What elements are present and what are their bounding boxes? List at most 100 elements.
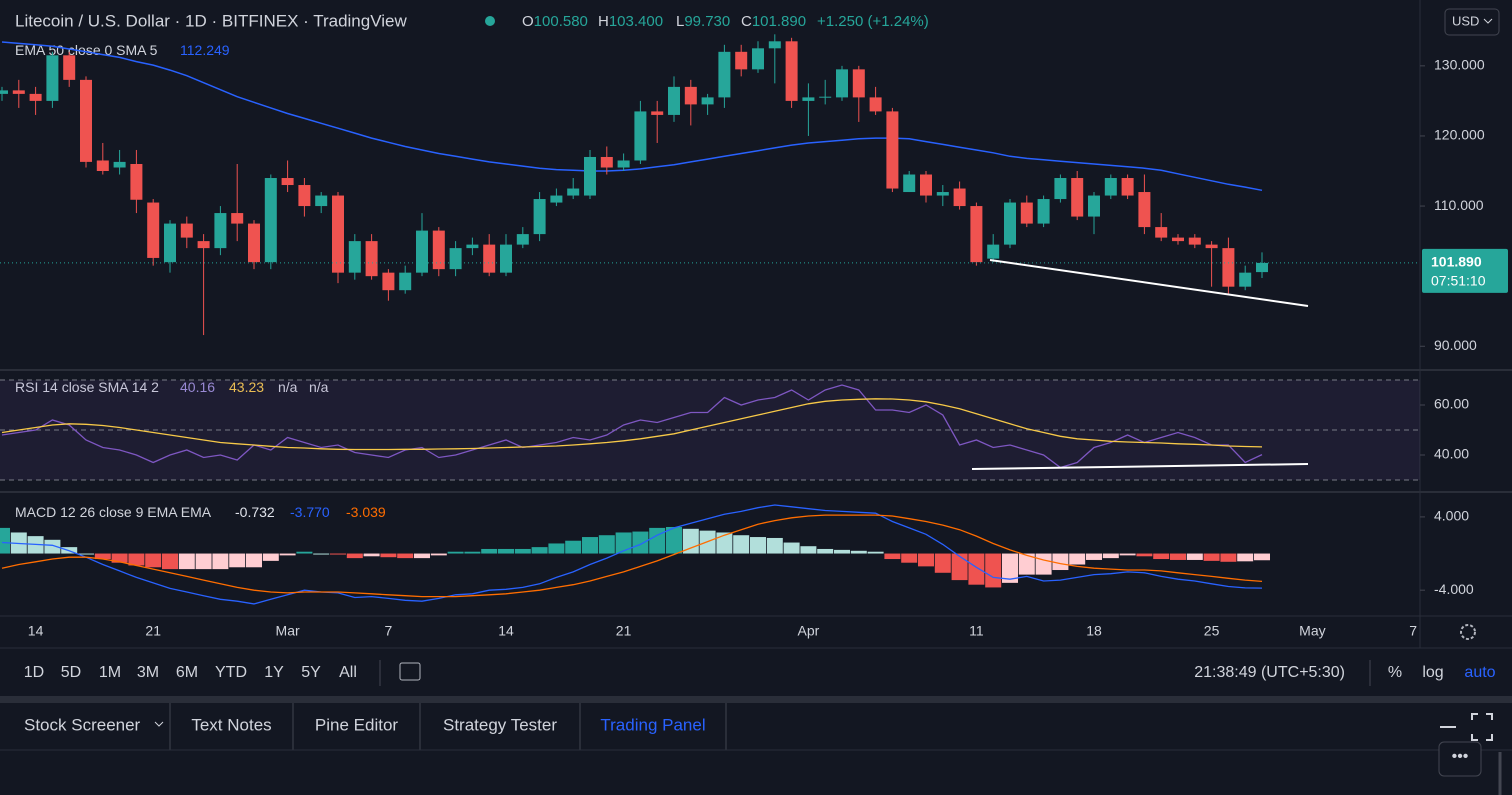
range-button[interactable]: 5D (61, 664, 81, 681)
histogram-bar (1002, 553, 1018, 583)
histogram-bar (716, 532, 733, 554)
y-tick-label: 40.00 (1434, 446, 1469, 462)
histogram-bar (901, 553, 918, 563)
histogram-bar (464, 551, 481, 554)
line-series (1, 504, 1263, 605)
histogram-bar (212, 553, 229, 570)
histogram-bar (1136, 553, 1153, 557)
price-tag-label: 101.890 (1431, 254, 1482, 270)
candle-body (248, 223, 260, 263)
candle-body (903, 174, 916, 193)
candle-body (332, 195, 344, 273)
candle-body (953, 188, 966, 207)
candle-body (1239, 272, 1252, 287)
settings-icon[interactable] (1460, 624, 1476, 640)
x-tick-label: 7 (385, 623, 393, 639)
candle-body (701, 97, 714, 105)
more-icon[interactable]: ••• (1452, 748, 1469, 765)
candle-body (1155, 227, 1168, 238)
histogram-bar (834, 549, 850, 554)
candle-body (96, 160, 109, 172)
candle-body (668, 86, 680, 115)
histogram-bar (111, 553, 128, 563)
candle-body (12, 90, 25, 94)
histogram-bar (313, 553, 330, 555)
y-tick-label: 110.000 (1434, 197, 1484, 213)
chevron (1483, 18, 1493, 24)
option[interactable]: log (1422, 664, 1443, 681)
histogram-bar (548, 543, 565, 554)
tab[interactable]: Trading Panel (600, 715, 705, 734)
x-tick-label: 7 (1409, 623, 1417, 639)
range-button[interactable]: 3M (137, 664, 159, 681)
tab[interactable]: Strategy Tester (443, 715, 557, 734)
histogram-bar (934, 553, 951, 573)
histogram-bar (162, 553, 178, 570)
candle-body (298, 185, 311, 207)
ohlc-value: 100.580 (534, 13, 588, 30)
range-button[interactable]: YTD (215, 664, 247, 681)
range-button[interactable]: 1Y (264, 664, 284, 681)
histogram-bar (195, 553, 212, 570)
range-button[interactable]: 6M (176, 664, 198, 681)
histogram-bar (817, 548, 834, 554)
option[interactable]: auto (1464, 664, 1495, 681)
candle-body (46, 55, 59, 101)
candle-body (466, 244, 479, 249)
candle-body (802, 97, 815, 101)
candle-body (432, 230, 445, 270)
candle-body (718, 51, 731, 98)
histogram-bar (1153, 553, 1170, 560)
x-tick-label: 25 (1204, 623, 1220, 639)
candle-body (382, 272, 395, 291)
ohlc: O100.580 H103.400 L99.730 C101.890 +1.25… (522, 13, 929, 30)
candle-body (1104, 178, 1117, 196)
candle-body (197, 241, 210, 249)
candle-body (936, 192, 949, 196)
histogram-bar (430, 553, 447, 556)
candle-body (1188, 237, 1201, 245)
candle-body (970, 206, 983, 263)
legend-value: 40.16 (180, 379, 215, 395)
histogram-bar (397, 553, 414, 559)
tab[interactable]: Pine Editor (315, 715, 398, 734)
range-button[interactable]: 1M (99, 664, 121, 681)
y-tick-label: 120.000 (1434, 127, 1485, 143)
tab[interactable]: Text Notes (191, 715, 271, 734)
histogram-bar (598, 535, 615, 554)
candle-body (785, 41, 798, 101)
candle-body (1020, 202, 1033, 224)
x-tick-label: 21 (145, 623, 161, 639)
candle-body (214, 213, 227, 249)
currency[interactable]: USD (1452, 13, 1479, 28)
histogram-bar (128, 553, 145, 566)
maximize-icon[interactable] (1471, 713, 1493, 741)
histogram-bar (1102, 553, 1119, 559)
range-button[interactable]: All (339, 664, 357, 681)
candle-body (752, 48, 764, 70)
histogram-bar (850, 550, 867, 554)
histogram-bar (615, 532, 632, 554)
histogram-bar (649, 527, 666, 554)
candle-body (147, 202, 160, 258)
ohlc-key: L (676, 13, 684, 30)
candle-body (533, 199, 546, 235)
calendar-icon[interactable] (399, 662, 421, 681)
range-button[interactable]: 5Y (301, 664, 321, 681)
legend-value: -0.732 (235, 504, 275, 520)
currency-button[interactable] (1444, 8, 1500, 36)
histogram-bar (1186, 553, 1203, 560)
candle-body (886, 111, 899, 189)
histogram-bar (414, 553, 430, 559)
tab[interactable]: Stock Screener (24, 715, 141, 734)
candle-body (264, 178, 277, 263)
histogram-bar (682, 528, 699, 554)
option[interactable]: % (1388, 664, 1402, 681)
more-button[interactable] (1438, 741, 1482, 777)
histogram-bar (632, 531, 649, 554)
price-tag (1422, 248, 1508, 293)
countdown: 07:51:10 (1431, 273, 1486, 289)
range-button[interactable]: 1D (24, 664, 44, 681)
histogram-bar (565, 540, 582, 554)
